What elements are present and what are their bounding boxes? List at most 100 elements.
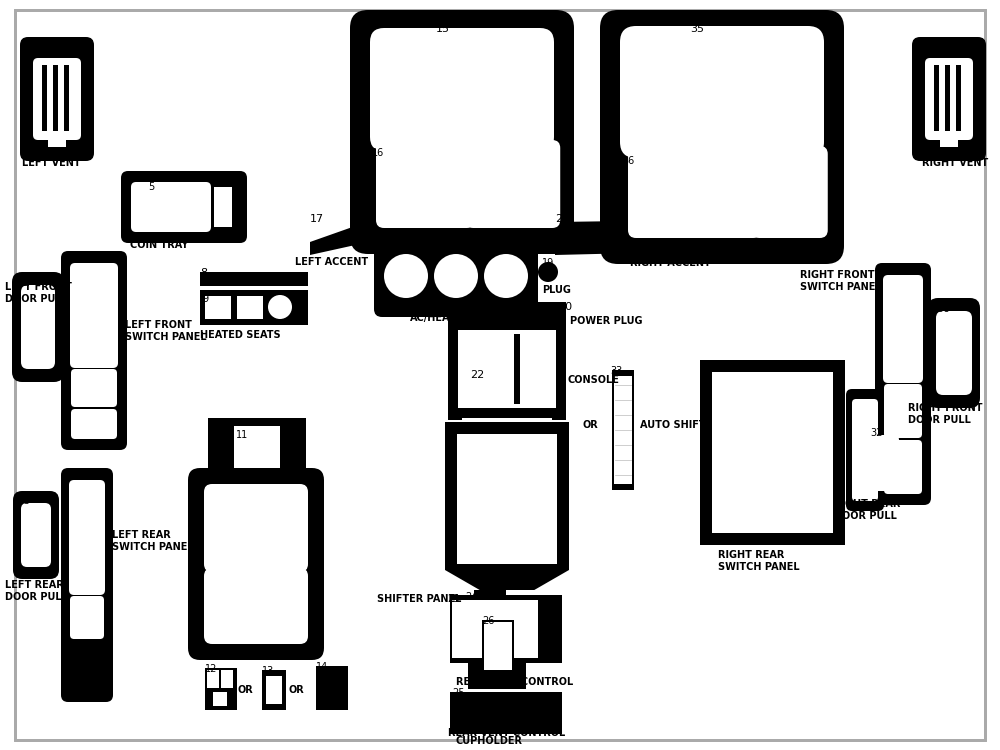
Text: LEFT ACCENT: LEFT ACCENT xyxy=(295,257,368,267)
Bar xyxy=(450,595,562,663)
Text: 3: 3 xyxy=(70,254,77,264)
Bar xyxy=(48,139,66,147)
Text: LEFT REAR
SWITCH PANEL: LEFT REAR SWITCH PANEL xyxy=(112,530,194,551)
Text: RIGHT REAR
SWITCH PANEL: RIGHT REAR SWITCH PANEL xyxy=(718,550,800,572)
Text: 14: 14 xyxy=(316,662,328,672)
FancyBboxPatch shape xyxy=(33,58,81,140)
FancyBboxPatch shape xyxy=(131,182,211,232)
Text: 11: 11 xyxy=(236,430,248,440)
Text: 18: 18 xyxy=(384,240,398,250)
Bar xyxy=(457,434,557,564)
Text: 23: 23 xyxy=(447,594,459,604)
Bar xyxy=(205,296,231,319)
Polygon shape xyxy=(445,422,569,590)
FancyBboxPatch shape xyxy=(70,263,118,368)
Text: POWER PLUG: POWER PLUG xyxy=(570,316,642,326)
Text: LEFT REAR
DOOR PULL: LEFT REAR DOOR PULL xyxy=(5,580,68,602)
FancyBboxPatch shape xyxy=(204,484,308,572)
Text: 2: 2 xyxy=(22,278,29,288)
FancyBboxPatch shape xyxy=(936,311,972,395)
Text: 25: 25 xyxy=(452,688,464,698)
Bar xyxy=(213,692,227,706)
FancyBboxPatch shape xyxy=(12,272,64,382)
Text: 20: 20 xyxy=(558,302,572,312)
Bar xyxy=(448,302,566,320)
Bar xyxy=(956,65,961,131)
Text: 15: 15 xyxy=(436,24,450,34)
Bar xyxy=(934,65,939,131)
Text: 1: 1 xyxy=(28,42,35,52)
Bar xyxy=(450,692,562,734)
FancyBboxPatch shape xyxy=(884,440,922,494)
Bar xyxy=(940,139,958,147)
Text: 26: 26 xyxy=(482,616,494,626)
Text: LEFT VENT: LEFT VENT xyxy=(22,158,81,168)
Bar xyxy=(205,668,237,710)
Bar xyxy=(234,426,280,468)
Text: 24: 24 xyxy=(465,592,477,602)
FancyBboxPatch shape xyxy=(374,236,538,317)
Bar xyxy=(482,620,514,672)
Bar xyxy=(42,65,47,131)
Text: OR: OR xyxy=(582,420,598,430)
Bar xyxy=(64,65,69,131)
Bar xyxy=(262,670,286,710)
Text: 36: 36 xyxy=(622,156,634,166)
Text: CENTER VENT W/NO NAVIGATION: CENTER VENT W/NO NAVIGATION xyxy=(366,241,546,251)
FancyBboxPatch shape xyxy=(912,37,986,161)
Circle shape xyxy=(434,254,478,298)
Text: SHIFTER PANEL: SHIFTER PANEL xyxy=(377,594,461,604)
Bar xyxy=(237,296,263,319)
Text: 29: 29 xyxy=(888,266,902,276)
FancyBboxPatch shape xyxy=(875,263,931,505)
Text: RIGHT FRONT
DOOR PULL: RIGHT FRONT DOOR PULL xyxy=(908,403,982,424)
FancyBboxPatch shape xyxy=(188,468,324,660)
Bar xyxy=(452,600,538,658)
FancyBboxPatch shape xyxy=(376,140,475,228)
Bar xyxy=(53,65,58,131)
FancyBboxPatch shape xyxy=(865,425,905,501)
Text: 32: 32 xyxy=(870,428,882,438)
Text: 31: 31 xyxy=(850,391,862,401)
Bar xyxy=(208,418,306,476)
Text: CONSOLE: CONSOLE xyxy=(568,375,620,385)
FancyBboxPatch shape xyxy=(846,389,884,511)
Text: RIGHT FRONT
SWITCH PANEL: RIGHT FRONT SWITCH PANEL xyxy=(800,270,882,292)
Text: 22: 22 xyxy=(470,370,484,380)
Bar xyxy=(214,187,232,227)
Text: 26: 26 xyxy=(476,718,488,728)
FancyBboxPatch shape xyxy=(871,435,899,491)
Text: 8: 8 xyxy=(200,268,207,278)
Text: 12: 12 xyxy=(205,664,217,674)
Bar xyxy=(700,360,845,545)
FancyBboxPatch shape xyxy=(20,37,94,161)
Text: PLUG: PLUG xyxy=(542,285,571,295)
FancyBboxPatch shape xyxy=(928,298,980,408)
Text: 17: 17 xyxy=(310,214,324,224)
Bar xyxy=(468,663,526,689)
Text: 10: 10 xyxy=(200,476,214,486)
FancyBboxPatch shape xyxy=(884,384,922,438)
Text: 6: 6 xyxy=(22,496,29,506)
Text: 4: 4 xyxy=(128,174,135,184)
Text: REAR VENT CONTROL: REAR VENT CONTROL xyxy=(456,677,573,687)
FancyBboxPatch shape xyxy=(204,568,308,644)
FancyBboxPatch shape xyxy=(13,491,59,579)
FancyBboxPatch shape xyxy=(683,146,761,238)
Text: 30: 30 xyxy=(936,304,950,314)
Bar xyxy=(450,320,564,418)
Bar xyxy=(552,320,566,420)
FancyBboxPatch shape xyxy=(21,285,55,369)
FancyBboxPatch shape xyxy=(70,596,104,639)
Text: 28: 28 xyxy=(934,41,948,51)
Bar xyxy=(476,604,504,610)
Text: 19: 19 xyxy=(542,258,554,268)
Text: 27: 27 xyxy=(555,214,569,224)
Polygon shape xyxy=(555,218,840,255)
Circle shape xyxy=(384,254,428,298)
Text: 5: 5 xyxy=(148,182,154,192)
Bar xyxy=(448,320,462,420)
Text: AC/HEATER: AC/HEATER xyxy=(410,313,471,323)
FancyBboxPatch shape xyxy=(600,10,844,264)
Circle shape xyxy=(538,262,558,282)
